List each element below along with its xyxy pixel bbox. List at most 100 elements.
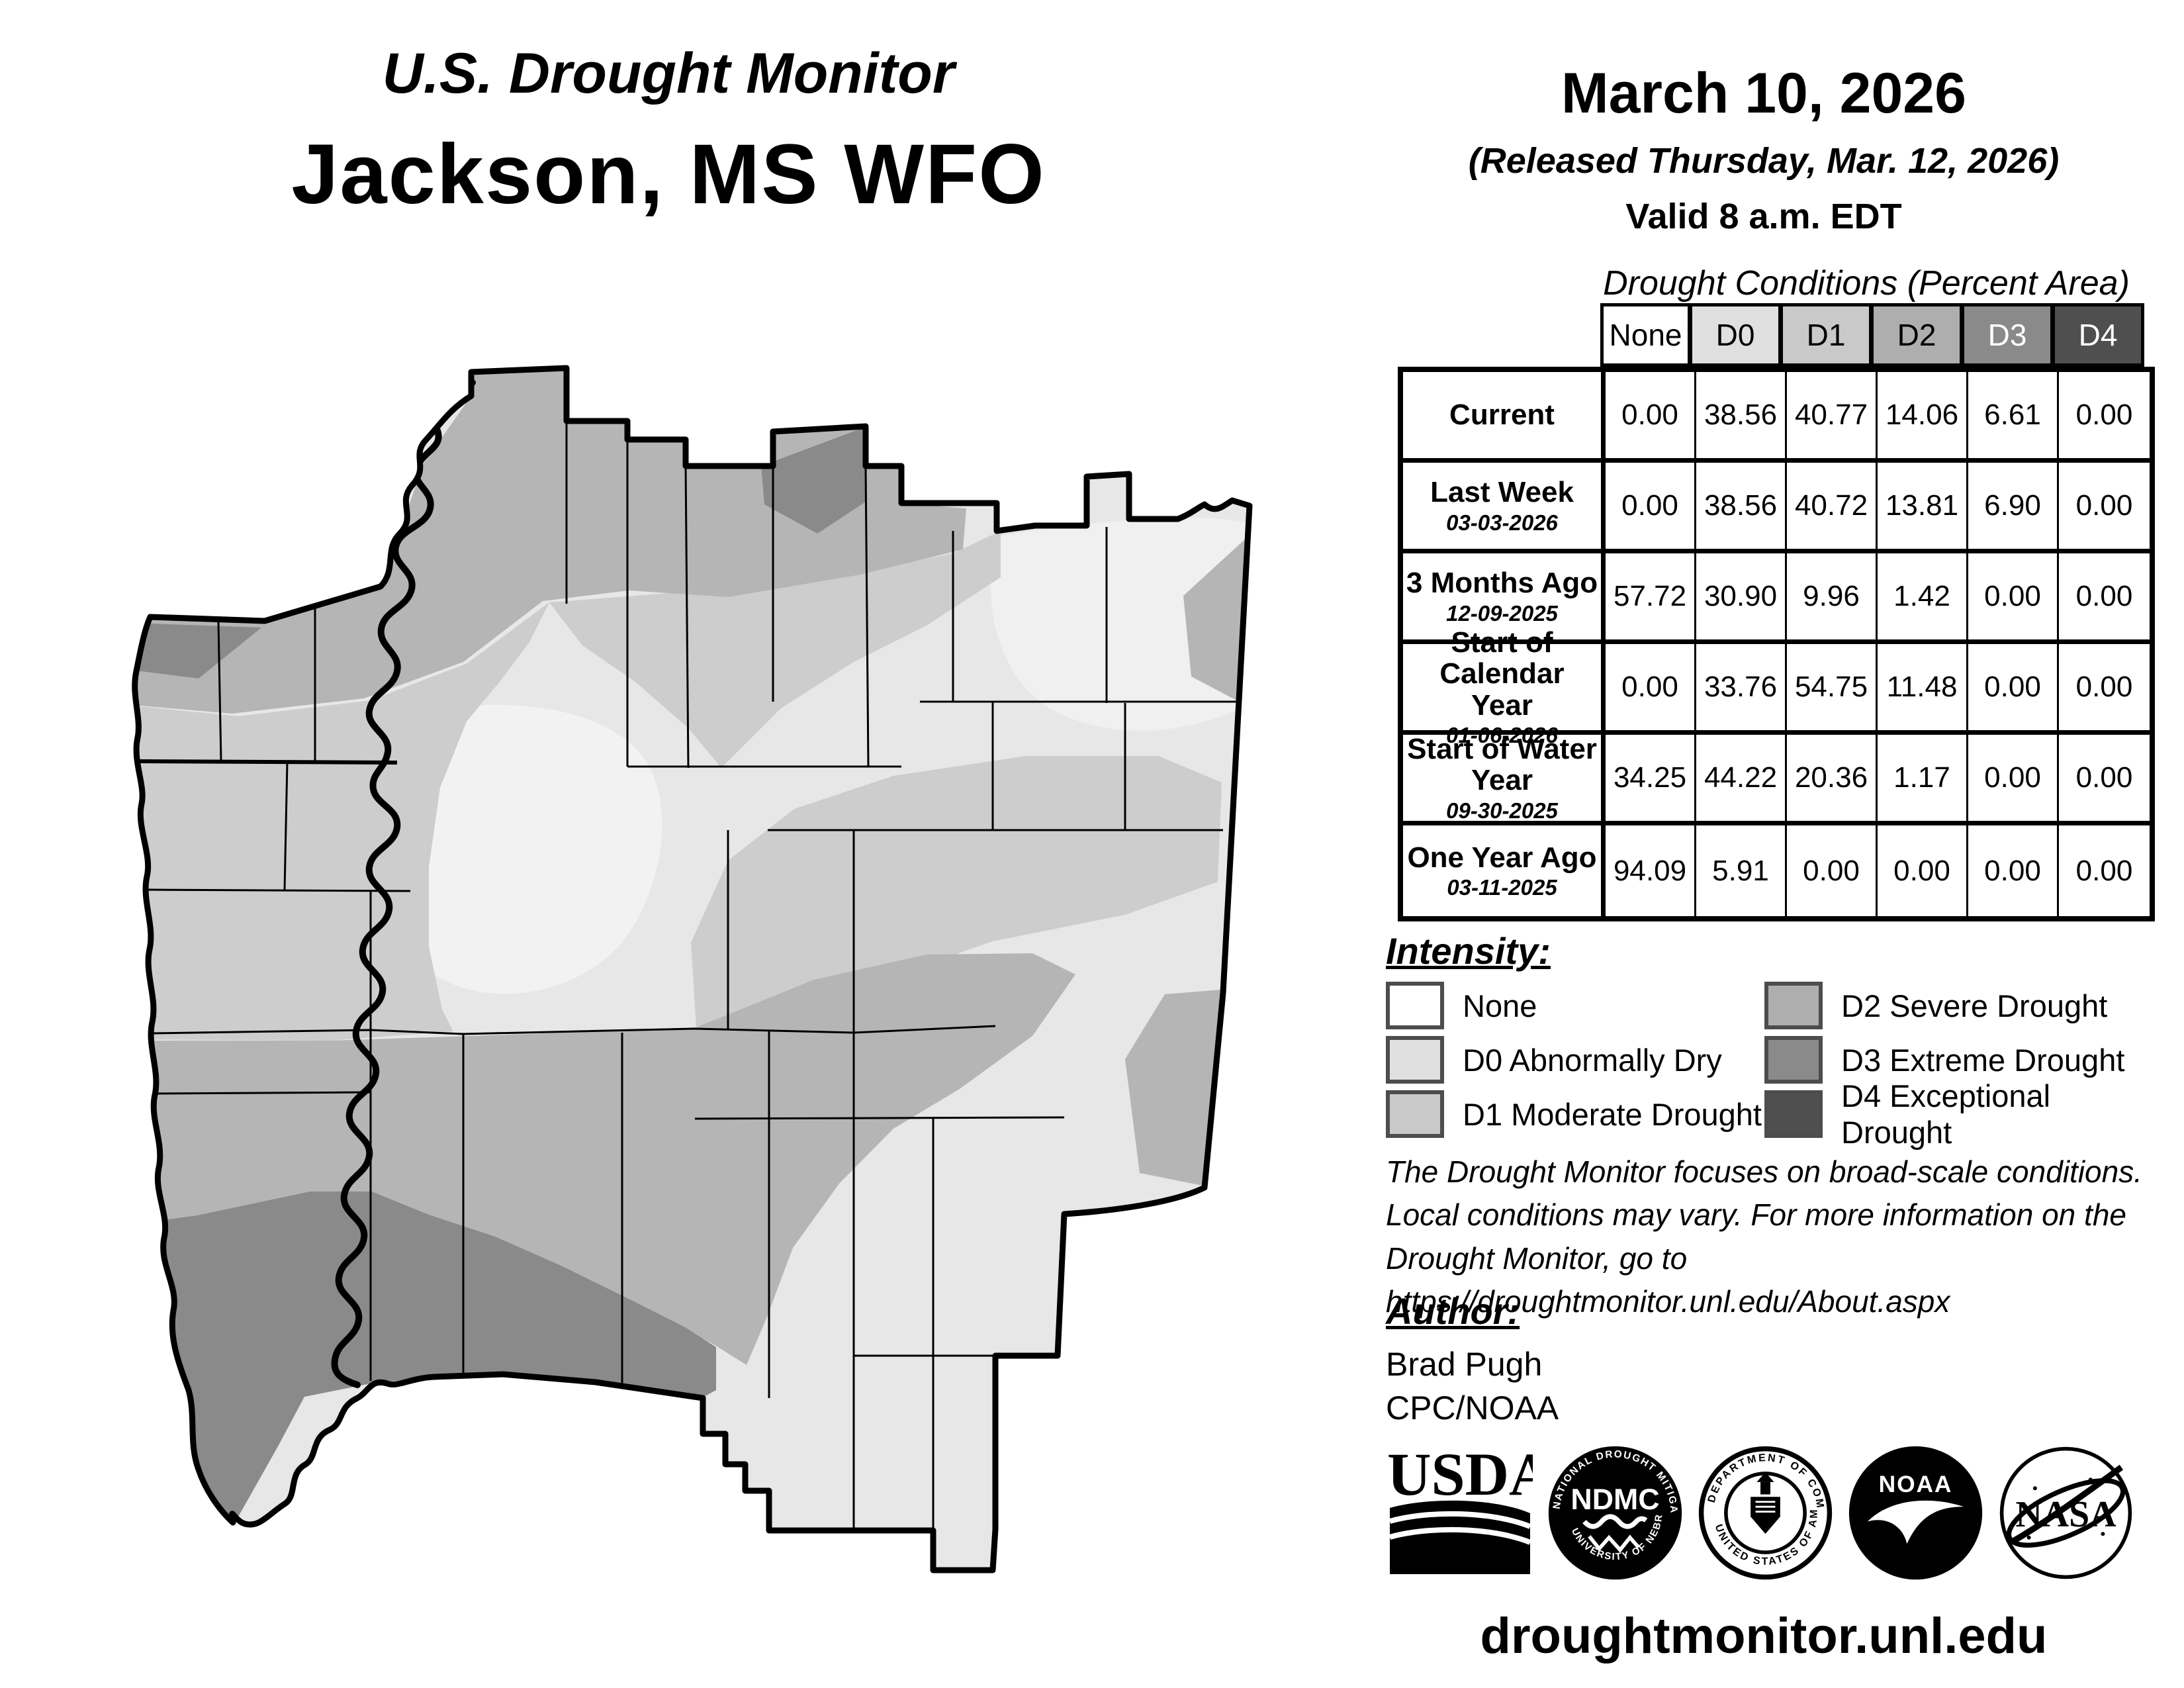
map-zone-d3-southwest: [134, 1192, 716, 1523]
intensity-legend: None D2 Severe Drought D0 Abnormally Dry…: [1386, 978, 2160, 1150]
map-area-d0-base: [134, 368, 1250, 1570]
map-zone-d2-south: [134, 953, 1075, 1365]
county-lines: [134, 421, 1242, 1530]
map-zone-d2-north: [134, 368, 966, 714]
table-value: 6.61: [1968, 372, 2059, 463]
mississippi-river: [331, 379, 476, 1388]
table-value: 38.56: [1696, 463, 1787, 553]
legend-item-d2: D2 Severe Drought: [1764, 978, 2160, 1033]
disclaimer-line: Drought Monitor, go to https://droughtmo…: [1386, 1241, 1950, 1319]
legend-item-none: None: [1386, 978, 1764, 1033]
map-zone-d3-north-patch: [761, 428, 866, 534]
table-value: 0.00: [1878, 825, 1968, 916]
col-header-d4: D4: [2052, 303, 2144, 367]
intensity-heading: Intensity:: [1386, 930, 1551, 972]
row-label-text: Start of Calendar Year: [1439, 626, 1565, 722]
ndmc-text: NDMC: [1570, 1483, 1659, 1516]
state-line: [137, 759, 398, 765]
table-caption: Drought Conditions (Percent Area): [1603, 264, 2130, 303]
table-value: 11.48: [1878, 644, 1968, 735]
table-value: 40.77: [1787, 372, 1878, 463]
map-zone-d3-lobe-corner: [134, 622, 261, 679]
col-header-d3: D3: [1961, 303, 2054, 367]
row-label-current: Current: [1403, 372, 1606, 463]
disclaimer-line: Local conditions may vary. For more info…: [1386, 1197, 2126, 1233]
legend-label: D2 Severe Drought: [1841, 988, 2108, 1023]
table-value: 0.00: [2075, 854, 2133, 887]
table-body: Current 0.00 38.56 40.77 14.06 6.61 0.00…: [1398, 367, 2155, 921]
row-label-start-water-year: Start of Water Year 09-30-2025: [1403, 732, 1606, 825]
table-value: 1.42: [1878, 553, 1968, 644]
row-sublabel-text: 03-11-2025: [1447, 875, 1557, 900]
disclaimer-line: The Drought Monitor focuses on broad-sca…: [1386, 1154, 2142, 1189]
table-value: 30.90: [1696, 553, 1787, 644]
table-value: 33.76: [1696, 644, 1787, 735]
table-value: 0.00: [2059, 372, 2150, 463]
col-header-none: None: [1600, 303, 1691, 367]
row-label-text: Current: [1449, 399, 1555, 432]
col-header-d1: D1: [1780, 303, 1872, 367]
table-value: 0.00: [1968, 553, 2059, 644]
region-title: Jackson, MS WFO: [291, 127, 1046, 222]
table-value: 1.17: [1878, 735, 1968, 825]
table-value: 34.25: [1606, 735, 1696, 825]
table-value: 13.81: [1878, 463, 1968, 553]
table-value: 0.00: [1606, 644, 1696, 735]
map-zone-d2-se-wedge: [1125, 990, 1222, 1186]
valid-time: Valid 8 a.m. EDT: [1625, 197, 1902, 236]
legend-swatch-d2: [1764, 982, 1823, 1029]
table-value: 0.00: [2059, 553, 2150, 644]
table-value: 5.91: [1696, 825, 1787, 916]
row-label-last-week: Last Week 03-03-2026: [1403, 463, 1606, 553]
map-zone-d1-west: [134, 602, 549, 1041]
table-value: 0.00: [2059, 644, 2150, 735]
table-value: 0.00: [2059, 735, 2150, 825]
row-sublabel-text: 09-30-2025: [1446, 798, 1558, 823]
row-label-start-calendar-year: Start of Calendar Year 01-06-2026: [1403, 627, 1606, 747]
table-value: 0.00: [1606, 372, 1696, 463]
noaa-text: NOAA: [1879, 1471, 1953, 1497]
table-value: 38.56: [1696, 372, 1787, 463]
table-value: 0.00: [1787, 825, 1878, 916]
legend-item-d3: D3 Extreme Drought: [1764, 1033, 2160, 1087]
table-value: 0.00: [2059, 463, 2150, 553]
legend-swatch-d0: [1386, 1036, 1444, 1084]
row-sublabel-text: 01-06-2026: [1446, 723, 1558, 748]
author-org: CPC/NOAA: [1386, 1389, 1559, 1427]
legend-label: D0 Abnormally Dry: [1463, 1042, 1722, 1078]
table-value: 0.00: [1968, 825, 2059, 916]
table-header-row: None D0 D1 D2 D3 D4: [1398, 303, 2155, 367]
table-value: 0.00: [1968, 644, 2059, 735]
row-label-text: Last Week: [1430, 476, 1574, 509]
map-date: March 10, 2026: [1561, 62, 1966, 125]
legend-label: D1 Moderate Drought: [1463, 1096, 1762, 1132]
map-zone-d1-central-band: [691, 756, 1222, 1027]
map-band-light-east: [990, 517, 1248, 731]
map-band-light-center: [368, 704, 662, 994]
row-label-text: One Year Ago: [1407, 841, 1597, 874]
table-value: 0.00: [1606, 463, 1696, 553]
legend-label: D4 Exceptional Drought: [1841, 1078, 2051, 1150]
legend-item-d4: D4 Exceptional Drought: [1764, 1078, 2160, 1150]
drought-conditions-table: None D0 D1 D2 D3 D4 Current 0.00 38.56 4…: [1398, 303, 2155, 921]
map-zone-d1-north: [549, 531, 1001, 768]
agency-logos: USDA NATIONAL DROUGHT MITIGATION CENTER …: [1387, 1442, 2148, 1584]
usda-logo: USDA: [1387, 1447, 1533, 1574]
site-url: droughtmonitor.unl.edu: [1480, 1608, 2048, 1664]
map-zone-d2-ne-wedge: [1183, 538, 1247, 703]
row-label-text: Start of Water Year: [1407, 732, 1597, 797]
table-value: 40.72: [1787, 463, 1878, 553]
table-value: 57.72: [1606, 553, 1696, 644]
table-value: 6.90: [1968, 463, 2059, 553]
nasa-logo: NASA: [1999, 1446, 2132, 1579]
legend-swatch-none: [1386, 982, 1444, 1029]
legend-swatch-d4: [1764, 1090, 1823, 1138]
noaa-logo: NOAA: [1848, 1446, 1983, 1580]
author-heading: Author:: [1386, 1290, 1520, 1332]
legend-item-d0: D0 Abnormally Dry: [1386, 1033, 1764, 1087]
row-sublabel-text: 03-03-2026: [1446, 510, 1558, 535]
row-label-text: 3 Months Ago: [1406, 567, 1598, 600]
table-value: 94.09: [1606, 825, 1696, 916]
legend-item-d1: D1 Moderate Drought: [1386, 1087, 1764, 1141]
